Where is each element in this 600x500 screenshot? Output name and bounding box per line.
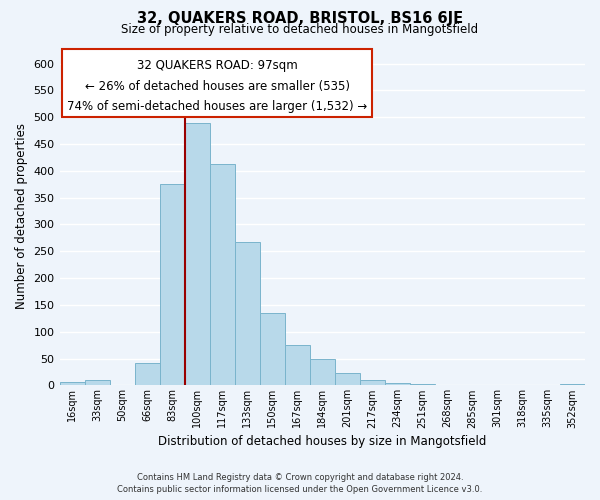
X-axis label: Distribution of detached houses by size in Mangotsfield: Distribution of detached houses by size … — [158, 434, 487, 448]
Bar — [360, 380, 385, 386]
Bar — [185, 122, 209, 386]
Bar — [85, 380, 110, 386]
Y-axis label: Number of detached properties: Number of detached properties — [15, 124, 28, 310]
Bar — [285, 345, 310, 386]
Bar — [59, 382, 85, 386]
Bar — [134, 363, 160, 386]
Text: Size of property relative to detached houses in Mangotsfield: Size of property relative to detached ho… — [121, 22, 479, 36]
Text: ← 26% of detached houses are smaller (535): ← 26% of detached houses are smaller (53… — [85, 80, 350, 93]
Bar — [485, 385, 510, 386]
Bar — [160, 184, 185, 386]
Text: 32, QUAKERS ROAD, BRISTOL, BS16 6JE: 32, QUAKERS ROAD, BRISTOL, BS16 6JE — [137, 11, 463, 26]
FancyBboxPatch shape — [62, 49, 372, 117]
Bar — [209, 164, 235, 386]
Bar — [560, 384, 585, 386]
Bar — [260, 313, 285, 386]
Text: 74% of semi-detached houses are larger (1,532) →: 74% of semi-detached houses are larger (… — [67, 100, 367, 114]
Text: 32 QUAKERS ROAD: 97sqm: 32 QUAKERS ROAD: 97sqm — [137, 60, 298, 72]
Bar — [235, 242, 260, 386]
Bar — [310, 358, 335, 386]
Text: Contains HM Land Registry data © Crown copyright and database right 2024.
Contai: Contains HM Land Registry data © Crown c… — [118, 472, 482, 494]
Bar — [410, 384, 435, 386]
Bar — [335, 372, 360, 386]
Bar — [385, 382, 410, 386]
Bar — [435, 385, 460, 386]
